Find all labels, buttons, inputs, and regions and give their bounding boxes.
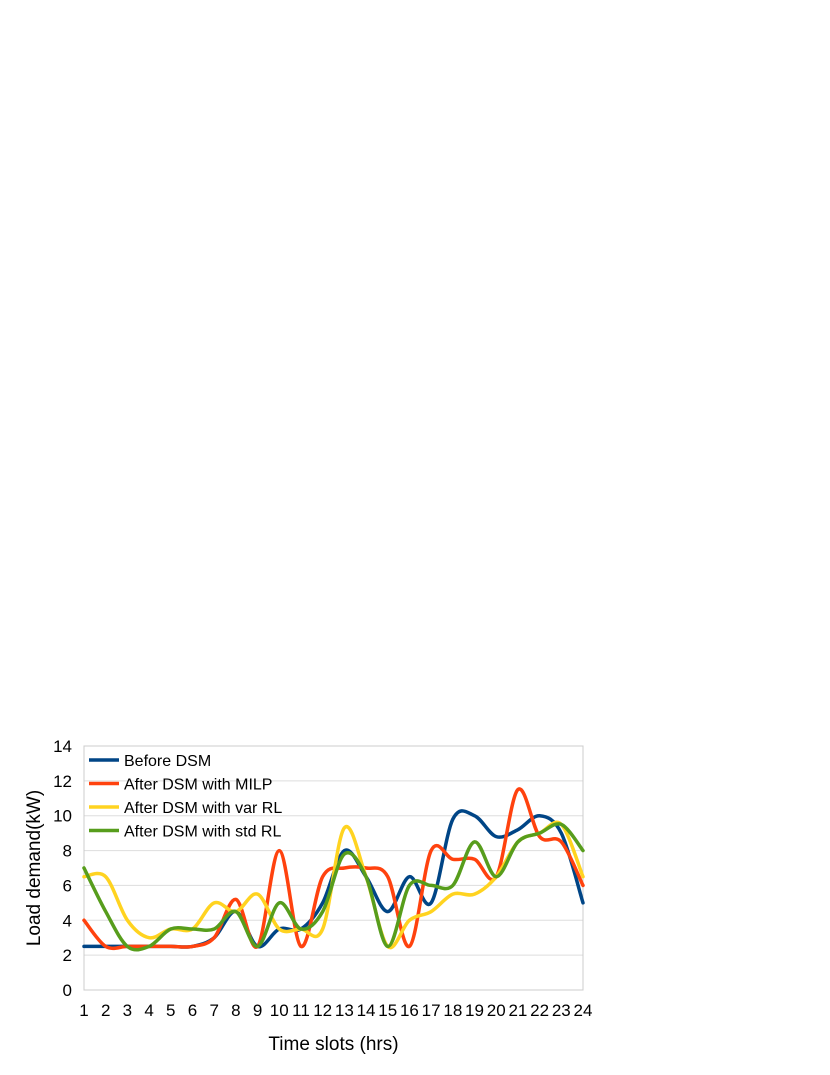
y-tick-label: 2: [63, 946, 72, 965]
x-tick-label: 2: [101, 1001, 110, 1020]
x-tick-label: 3: [123, 1001, 132, 1020]
x-tick-label: 15: [378, 1001, 397, 1020]
x-tick-label: 10: [270, 1001, 289, 1020]
y-tick-labels: 0 2 4 6 8 10 12 14: [53, 737, 72, 1000]
legend-entry-before-dsm: Before DSM: [89, 753, 211, 770]
x-tick-label: 17: [422, 1001, 441, 1020]
series-line-after-dsm-with-std-rl: [82, 822, 585, 952]
legend-label: After DSM with var RL: [124, 800, 282, 817]
y-tick-label: 0: [63, 981, 72, 1000]
x-tick-label: 5: [166, 1001, 175, 1020]
legend-entry-after-dsm-with-var-rl: After DSM with var RL: [89, 800, 282, 817]
x-tick-label: 21: [508, 1001, 527, 1020]
x-tick-labels: 1 2 3 4 5 6 7 8 9 10 11 12 13 14 15 16 17 18 19 20 21 22 23 24: [79, 1001, 592, 1020]
series-lines: [82, 787, 585, 952]
x-tick-label: 4: [144, 1001, 153, 1020]
x-tick-label: 18: [443, 1001, 462, 1020]
legend-label: Before DSM: [124, 753, 211, 770]
x-axis-title: Time slots (hrs): [268, 1034, 398, 1055]
x-tick-label: 23: [552, 1001, 571, 1020]
x-tick-label: 19: [465, 1001, 484, 1020]
y-tick-label: 8: [63, 842, 72, 861]
x-tick-label: 7: [209, 1001, 218, 1020]
y-tick-label: 14: [53, 737, 72, 756]
x-tick-label: 6: [188, 1001, 197, 1020]
x-tick-label: 9: [253, 1001, 262, 1020]
x-tick-label: 16: [400, 1001, 419, 1020]
x-tick-label: 8: [231, 1001, 240, 1020]
x-tick-label: 12: [313, 1001, 332, 1020]
y-axis-title: Load demand(kW): [24, 790, 45, 946]
x-tick-label: 14: [357, 1001, 376, 1020]
legend-label: After DSM with std RL: [124, 824, 281, 841]
x-tick-label: 22: [530, 1001, 549, 1020]
x-tick-label: 11: [292, 1001, 310, 1020]
x-tick-label: 13: [335, 1001, 354, 1020]
y-tick-label: 12: [53, 772, 72, 791]
y-tick-label: 10: [53, 807, 72, 826]
legend-label: After DSM with MILP: [124, 777, 272, 794]
y-tick-label: 6: [63, 876, 72, 895]
legend: Before DSM After DSM with MILP After DSM w…: [89, 753, 282, 841]
legend-entry-after-dsm-with-milp: After DSM with MILP: [89, 777, 272, 794]
y-tick-label: 4: [63, 911, 72, 930]
x-tick-label: 24: [574, 1001, 593, 1020]
legend-entry-after-dsm-with-std-rl: After DSM with std RL: [89, 824, 281, 841]
grid-lines: [84, 745, 583, 991]
x-tick-label: 20: [487, 1001, 506, 1020]
x-tick-label: 1: [79, 1001, 88, 1020]
